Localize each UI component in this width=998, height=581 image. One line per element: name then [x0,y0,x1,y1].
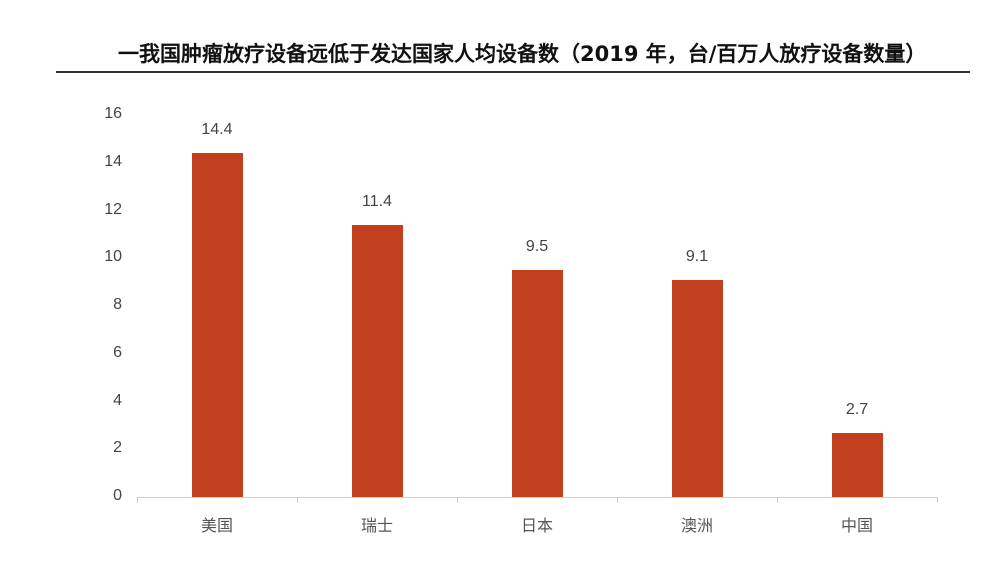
y-tick-label: 8 [113,296,122,313]
bar [832,432,883,497]
bar-value-label: 9.1 [685,247,709,265]
title-underline [56,71,970,73]
y-tick-label: 6 [113,343,122,361]
y-tick-label: 4 [113,391,122,409]
bar-value-label: 2.7 [845,400,869,418]
x-category-label: 澳洲 [680,516,713,535]
x-category-label: 日本 [520,516,553,535]
x-category-label: 美国 [200,516,233,535]
x-category-label: 中国 [840,516,873,535]
x-tick-mark [617,497,618,503]
y-tick-label: 0 [113,487,122,504]
y-tick-label: 14 [104,152,122,170]
bar [192,153,243,497]
chart-title: 一我国肿瘤放疗设备远低于发达国家人均设备数（2019 年，台/百万人放疗设备数量… [118,42,927,66]
x-tick-mark [457,497,458,503]
bar-value-label: 14.4 [201,121,233,139]
bar-value-label: 11.4 [362,192,392,210]
bar [672,279,723,497]
bar [512,270,563,497]
bar [352,224,403,497]
bar-value-label: 9.5 [525,238,549,256]
y-tick-label: 10 [104,248,122,266]
x-tick-mark [777,497,778,503]
y-tick-label: 12 [104,200,122,218]
x-tick-mark [297,497,298,503]
x-category-label: 瑞士 [360,516,393,535]
y-tick-label: 16 [104,105,122,122]
x-axis-line [137,497,937,498]
x-tick-mark [137,497,138,503]
x-tick-mark [937,497,938,503]
y-tick-label: 2 [113,439,122,457]
